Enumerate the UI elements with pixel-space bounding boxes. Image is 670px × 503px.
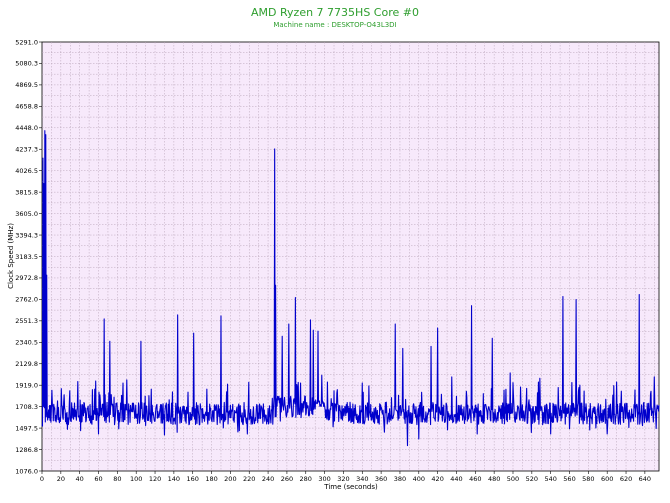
y-tick-label: 2551.3 (15, 317, 38, 325)
x-tick-label: 460 (469, 475, 481, 483)
x-tick-label: 580 (582, 475, 594, 483)
x-tick-label: 520 (526, 475, 538, 483)
clock-speed-series-line (41, 130, 660, 447)
x-tick-label: 400 (413, 475, 425, 483)
x-tick-label: 380 (394, 475, 406, 483)
x-tick-label: 440 (450, 475, 462, 483)
y-tick-label: 3183.5 (15, 253, 38, 261)
y-tick-label: 4237.3 (15, 146, 38, 154)
x-tick-label: 180 (205, 475, 217, 483)
y-tick-label: 4448.0 (15, 124, 38, 132)
y-tick-label: 5291.0 (15, 38, 38, 46)
chart-subtitle: Machine name : DESKTOP-O43L3DI (273, 21, 396, 29)
x-tick-label: 60 (94, 475, 102, 483)
y-tick-label: 3605.0 (15, 210, 38, 218)
x-tick-label: 420 (431, 475, 443, 483)
x-axis-label: Time (seconds) (323, 483, 378, 491)
x-tick-label: 320 (337, 475, 349, 483)
y-tick-label: 1286.8 (15, 446, 38, 454)
y-tick-label: 2129.8 (15, 360, 38, 368)
y-tick-label: 1497.5 (15, 424, 38, 432)
y-tick-label: 4869.5 (15, 81, 38, 89)
x-tick-label: 600 (601, 475, 613, 483)
x-tick-label: 0 (40, 475, 44, 483)
y-tick-label: 1919.0 (15, 382, 38, 390)
y-axis-ticks: 1076.0 1286.8 1497.5 1708.3 1919.0 2129.8 2340… (15, 38, 42, 475)
x-tick-label: 40 (76, 475, 84, 483)
x-tick-label: 100 (130, 475, 142, 483)
y-tick-label: 5080.3 (15, 60, 38, 68)
x-tick-label: 360 (375, 475, 387, 483)
chart-title: AMD Ryzen 7 7735HS Core #0 (251, 6, 419, 19)
x-tick-label: 280 (300, 475, 312, 483)
y-axis-label: Clock Speed (MHz) (7, 223, 15, 289)
y-tick-label: 2972.8 (15, 274, 38, 282)
x-tick-label: 120 (149, 475, 161, 483)
x-tick-label: 620 (620, 475, 632, 483)
x-tick-label: 300 (318, 475, 330, 483)
y-tick-label: 3815.8 (15, 188, 38, 196)
x-tick-label: 160 (187, 475, 199, 483)
x-tick-label: 20 (57, 475, 65, 483)
x-tick-label: 220 (243, 475, 255, 483)
y-tick-label: 4026.5 (15, 167, 38, 175)
x-tick-label: 640 (639, 475, 651, 483)
y-tick-label: 2340.5 (15, 339, 38, 347)
y-tick-label: 1708.3 (15, 403, 38, 411)
x-axis-ticks: 0 20 40 60 80 100 120 140 160 180 200 220 240 260 280 3… (40, 471, 651, 483)
x-tick-label: 80 (113, 475, 121, 483)
x-tick-label: 340 (356, 475, 368, 483)
y-tick-label: 1076.0 (15, 467, 38, 475)
x-tick-label: 560 (563, 475, 575, 483)
x-tick-label: 140 (168, 475, 180, 483)
horizontal-gridlines (42, 52, 659, 461)
x-tick-label: 540 (544, 475, 556, 483)
y-tick-label: 3394.3 (15, 231, 38, 239)
y-tick-label: 2762.0 (15, 296, 38, 304)
y-tick-label: 4658.8 (15, 103, 38, 111)
x-tick-label: 500 (507, 475, 519, 483)
x-tick-label: 200 (224, 475, 236, 483)
x-tick-label: 260 (281, 475, 293, 483)
x-tick-label: 480 (488, 475, 500, 483)
x-tick-label: 240 (262, 475, 274, 483)
